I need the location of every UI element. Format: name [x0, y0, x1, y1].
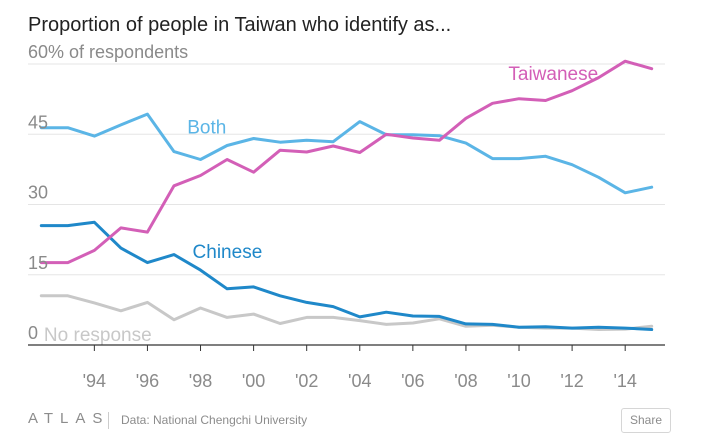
series-line-taiwanese	[39, 59, 654, 265]
axes: 0 15 30 45 60% of respondents '94 '96 '98 '00 '02…	[28, 42, 665, 391]
x-tick-label-1994: '94	[83, 371, 106, 391]
series-lines	[39, 59, 654, 331]
series-label-taiwanese: Taiwanese	[508, 64, 598, 85]
y-tick-label-30: 30	[28, 183, 48, 203]
x-tick-label-2000: '00	[242, 371, 265, 391]
series-label-no-response: No response	[44, 325, 152, 346]
x-tick-label-2014: '14	[613, 371, 636, 391]
x-tick-label-1998: '98	[189, 371, 212, 391]
series-line-both	[39, 112, 654, 195]
x-tick-label-2010: '10	[507, 371, 530, 391]
x-tick-label-2008: '08	[454, 371, 477, 391]
y-tick-label-45: 45	[28, 112, 48, 132]
series-labels: Taiwanese Both Chinese No response	[44, 64, 598, 346]
footer-divider	[108, 412, 109, 429]
y-tick-label-60: 60% of respondents	[28, 42, 188, 62]
gridlines	[28, 63, 665, 276]
data-source-text: Data: National Chengchi University	[121, 413, 308, 427]
series-label-both: Both	[187, 117, 226, 138]
x-tick-label-2012: '12	[560, 371, 583, 391]
footer: ATLAS Data: National Chengchi University…	[0, 404, 722, 438]
line-chart: Taiwanese Both Chinese No response 0 15 30 45 6…	[28, 42, 665, 391]
y-tick-label-15: 15	[28, 253, 48, 273]
chart-title: Proportion of people in Taiwan who ident…	[28, 14, 452, 36]
y-tick-label-0: 0	[28, 323, 38, 343]
share-button[interactable]: Share	[621, 408, 671, 433]
series-line-chinese	[39, 220, 654, 331]
x-tick-label-2004: '04	[348, 371, 371, 391]
x-tick-label-1996: '96	[136, 371, 159, 391]
atlas-logo[interactable]: ATLAS	[28, 410, 110, 427]
x-tick-label-2002: '02	[295, 371, 318, 391]
series-label-chinese: Chinese	[193, 242, 263, 263]
x-tick-label-2006: '06	[401, 371, 424, 391]
